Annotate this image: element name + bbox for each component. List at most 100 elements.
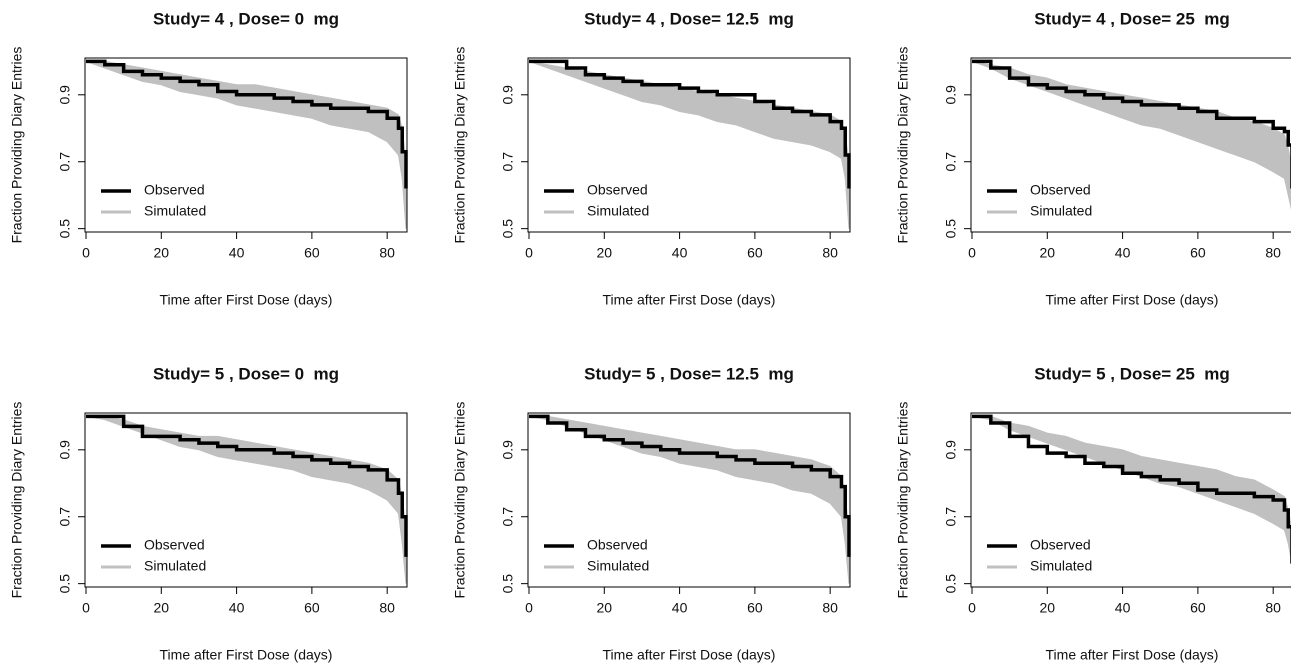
observed-line xyxy=(972,59,1291,189)
x-tick-label: 0 xyxy=(82,245,90,261)
plot-frame xyxy=(527,57,851,233)
simulated-band xyxy=(971,60,1291,210)
observed-line xyxy=(529,59,851,189)
observed-line xyxy=(972,414,1291,564)
y-tick-label: 0.7 xyxy=(500,152,516,172)
legend-label: Simulated xyxy=(587,203,649,219)
simulated-band xyxy=(85,415,407,584)
x-tick-label: 20 xyxy=(154,245,170,261)
x-tick-label: 40 xyxy=(672,600,688,616)
x-tick-label: 80 xyxy=(822,245,838,261)
panel-title: Study= 5 , Dose= 0 mg xyxy=(153,364,339,383)
y-tick-label: 0.9 xyxy=(943,85,959,105)
x-axis-label: Time after First Dose (days) xyxy=(603,292,776,308)
y-tick-label: 0.7 xyxy=(943,152,959,172)
x-tick-label: 60 xyxy=(304,600,320,616)
y-tick-label: 0.9 xyxy=(943,440,959,460)
y-axis-label: Fraction Providing Diary Entries xyxy=(452,47,468,244)
panel: 0 20 40 60 80 0.5 0.7 0.9 Study= 4 , Dose= 12.5 … xyxy=(452,9,851,308)
x-tick-label: 60 xyxy=(304,245,320,261)
plot-frame xyxy=(84,412,408,588)
x-tick-label: 20 xyxy=(597,245,613,261)
x-tick-label: 20 xyxy=(1040,245,1056,261)
y-tick-label: 0.7 xyxy=(57,507,73,527)
x-tick-label: 0 xyxy=(968,245,976,261)
y-tick-label: 0.5 xyxy=(943,574,959,594)
x-tick-label: 40 xyxy=(229,245,245,261)
legend-label: Observed xyxy=(1030,537,1091,553)
panel: 0 20 40 60 80 0.5 0.7 0.9 Study= 4 , Dose= 25 mg… xyxy=(895,9,1291,308)
legend-label: Simulated xyxy=(144,203,206,219)
observed-line xyxy=(529,414,851,557)
y-tick-label: 0.9 xyxy=(500,85,516,105)
x-tick-label: 40 xyxy=(1115,245,1131,261)
plot-frame xyxy=(970,412,1291,588)
x-tick-label: 40 xyxy=(672,245,688,261)
x-tick-label: 20 xyxy=(154,600,170,616)
legend-label: Observed xyxy=(587,182,648,198)
plot-frame xyxy=(527,412,851,588)
x-tick-label: 80 xyxy=(379,600,395,616)
x-tick-label: 0 xyxy=(968,600,976,616)
panel-title: Study= 4 , Dose= 12.5 mg xyxy=(584,9,794,28)
plot-frame xyxy=(84,57,408,233)
x-tick-label: 60 xyxy=(747,600,763,616)
plot-frame xyxy=(970,57,1291,233)
legend-label: Observed xyxy=(587,537,648,553)
x-tick-label: 0 xyxy=(82,600,90,616)
x-axis-label: Time after First Dose (days) xyxy=(1046,292,1219,308)
legend-label: Simulated xyxy=(144,558,206,574)
y-tick-label: 0.9 xyxy=(57,440,73,460)
x-tick-label: 60 xyxy=(1190,245,1206,261)
x-tick-label: 40 xyxy=(1115,600,1131,616)
simulated-band xyxy=(528,415,850,584)
y-tick-label: 0.5 xyxy=(500,574,516,594)
y-axis-label: Fraction Providing Diary Entries xyxy=(9,47,25,244)
legend-label: Simulated xyxy=(1030,558,1092,574)
x-tick-label: 0 xyxy=(525,245,533,261)
legend-label: Observed xyxy=(144,537,205,553)
panel-title: Study= 5 , Dose= 12.5 mg xyxy=(584,364,794,383)
x-axis-label: Time after First Dose (days) xyxy=(1046,647,1219,663)
y-axis-label: Fraction Providing Diary Entries xyxy=(452,402,468,599)
x-axis-label: Time after First Dose (days) xyxy=(603,647,776,663)
y-tick-label: 0.9 xyxy=(57,85,73,105)
x-tick-label: 60 xyxy=(747,245,763,261)
panel: 0 20 40 60 80 0.5 0.7 0.9 Study= 5 , Dose= 0 mg T… xyxy=(9,364,408,663)
observed-line xyxy=(86,59,408,189)
simulated-band xyxy=(971,415,1291,561)
panel-title: Study= 4 , Dose= 25 mg xyxy=(1034,9,1230,28)
x-axis-label: Time after First Dose (days) xyxy=(160,647,333,663)
y-tick-label: 0.5 xyxy=(500,219,516,239)
x-tick-label: 80 xyxy=(1265,245,1281,261)
observed-line xyxy=(86,414,408,557)
y-tick-label: 0.9 xyxy=(500,440,516,460)
x-tick-label: 80 xyxy=(822,600,838,616)
legend-label: Observed xyxy=(1030,182,1091,198)
x-tick-label: 80 xyxy=(1265,600,1281,616)
y-axis-label: Fraction Providing Diary Entries xyxy=(895,402,911,599)
y-axis-label: Fraction Providing Diary Entries xyxy=(9,402,25,599)
y-tick-label: 0.7 xyxy=(500,507,516,527)
x-tick-label: 60 xyxy=(1190,600,1206,616)
simulated-band xyxy=(85,60,407,229)
panel-title: Study= 5 , Dose= 25 mg xyxy=(1034,364,1230,383)
y-tick-label: 0.5 xyxy=(943,219,959,239)
x-tick-label: 20 xyxy=(1040,600,1056,616)
x-tick-label: 40 xyxy=(229,600,245,616)
y-tick-label: 0.7 xyxy=(943,507,959,527)
x-axis-label: Time after First Dose (days) xyxy=(160,292,333,308)
legend-label: Simulated xyxy=(587,558,649,574)
panel: 0 20 40 60 80 0.5 0.7 0.9 Study= 4 , Dose= 0 mg T… xyxy=(9,9,408,308)
x-tick-label: 20 xyxy=(597,600,613,616)
y-axis-label: Fraction Providing Diary Entries xyxy=(895,47,911,244)
panel: 0 20 40 60 80 0.5 0.7 0.9 Study= 5 , Dose= 25 mg… xyxy=(895,364,1291,663)
y-tick-label: 0.7 xyxy=(57,152,73,172)
x-tick-label: 80 xyxy=(379,245,395,261)
legend-label: Observed xyxy=(144,182,205,198)
y-tick-label: 0.5 xyxy=(57,219,73,239)
panel-title: Study= 4 , Dose= 0 mg xyxy=(153,9,339,28)
x-tick-label: 0 xyxy=(525,600,533,616)
panel: 0 20 40 60 80 0.5 0.7 0.9 Study= 5 , Dose= 12.5 … xyxy=(452,364,851,663)
